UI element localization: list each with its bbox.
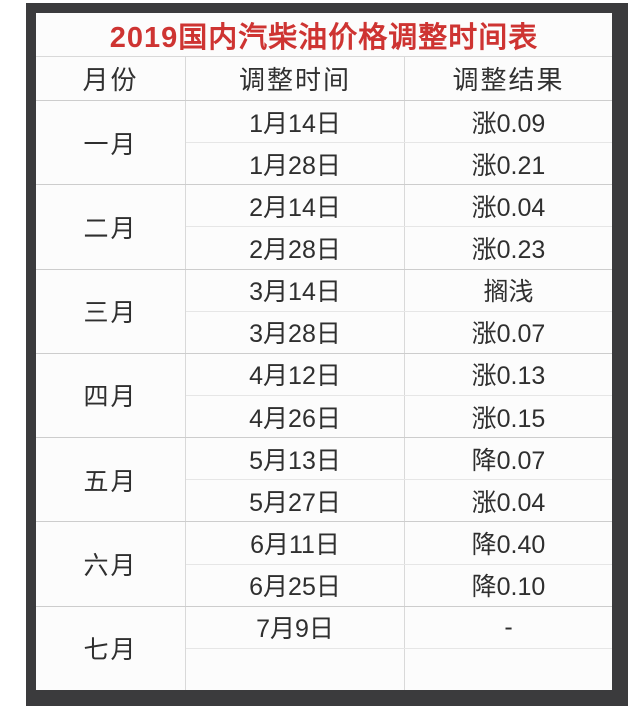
table-body: 一月 1月14日 涨0.09 1月28日 涨0.21 二月 [36, 101, 612, 690]
adjust-result: 涨0.21 [471, 151, 546, 180]
month-label: 五月 [36, 438, 186, 522]
header-adjust-result: 调整结果 [452, 65, 565, 95]
page-title: 2019国内汽柴油价格调整时间表 [36, 13, 612, 57]
photo-frame: 2019国内汽柴油价格调整时间表 月份 调整时间 调整结果 一月 1月14日 涨… [26, 3, 628, 706]
adjust-date: 3月28日 [186, 311, 405, 353]
month-label: 二月 [36, 185, 186, 269]
table-row: 5月13日 降0.07 [186, 438, 612, 481]
table-row: 3月28日 涨0.07 [186, 311, 612, 353]
adjust-date: 2月14日 [186, 185, 405, 227]
table-row: 4月12日 涨0.13 [186, 353, 612, 396]
adjust-date [186, 648, 405, 690]
adjust-result [405, 649, 612, 690]
adjust-result: 降0.10 [471, 573, 546, 602]
month-group-may: 五月 5月13日 降0.07 5月27日 涨0.04 [36, 438, 612, 523]
adjust-date: 4月12日 [186, 353, 405, 395]
adjust-result: 降0.40 [471, 530, 546, 559]
table-row: 6月11日 降0.40 [186, 522, 612, 565]
adjust-date: 5月27日 [186, 480, 405, 522]
month-group-april: 四月 4月12日 涨0.13 4月26日 涨0.15 [36, 353, 612, 439]
month-label: 三月 [36, 269, 186, 353]
adjust-date: 5月13日 [186, 438, 405, 480]
table-row-empty [186, 648, 612, 690]
adjust-result: 涨0.04 [471, 488, 546, 517]
adjust-result: 涨0.04 [471, 193, 546, 222]
adjust-date: 4月26日 [186, 395, 405, 438]
table-row: 6月25日 降0.10 [186, 564, 612, 606]
adjust-result: 涨0.09 [471, 109, 546, 138]
table-row: 3月14日 搁浅 [186, 269, 612, 312]
adjust-date: 1月14日 [186, 101, 405, 143]
table-row: 1月28日 涨0.21 [186, 143, 612, 185]
month-group-february: 二月 2月14日 涨0.04 2月28日 涨0.23 [36, 185, 612, 270]
table-row: 7月9日 - [186, 606, 612, 649]
adjust-date: 3月14日 [186, 269, 405, 311]
adjust-result: 涨0.23 [471, 235, 546, 264]
adjust-result: 涨0.07 [471, 320, 546, 349]
adjust-date: 1月28日 [186, 143, 405, 185]
price-table: 2019国内汽柴油价格调整时间表 月份 调整时间 调整结果 一月 1月14日 涨… [36, 13, 612, 690]
month-group-january: 一月 1月14日 涨0.09 1月28日 涨0.21 [36, 101, 612, 186]
adjust-result: - [504, 612, 513, 641]
table-row: 5月27日 涨0.04 [186, 480, 612, 522]
table-row: 4月26日 涨0.15 [186, 395, 612, 438]
month-group-june: 六月 6月11日 降0.40 6月25日 降0.10 [36, 522, 612, 607]
month-label: 七月 [36, 606, 186, 690]
adjust-date: 7月9日 [186, 606, 405, 648]
adjust-result: 搁浅 [483, 278, 534, 307]
month-label: 一月 [36, 101, 186, 185]
table-row: 2月14日 涨0.04 [186, 185, 612, 228]
header-month: 月份 [36, 57, 186, 100]
table-header: 月份 调整时间 调整结果 [36, 57, 612, 101]
table-row: 2月28日 涨0.23 [186, 227, 612, 269]
month-label: 四月 [36, 353, 186, 438]
month-label: 六月 [36, 522, 186, 606]
adjust-result: 降0.07 [471, 446, 546, 475]
adjust-date: 6月25日 [186, 564, 405, 606]
header-adjust-time: 调整时间 [186, 57, 405, 100]
adjust-result: 涨0.15 [471, 404, 546, 433]
adjust-date: 2月28日 [186, 227, 405, 269]
adjust-date: 6月11日 [186, 522, 405, 564]
month-group-july: 七月 7月9日 - [36, 606, 612, 690]
table-row: 1月14日 涨0.09 [186, 101, 612, 144]
month-group-march: 三月 3月14日 搁浅 3月28日 涨0.07 [36, 269, 612, 354]
adjust-result: 涨0.13 [471, 362, 546, 391]
